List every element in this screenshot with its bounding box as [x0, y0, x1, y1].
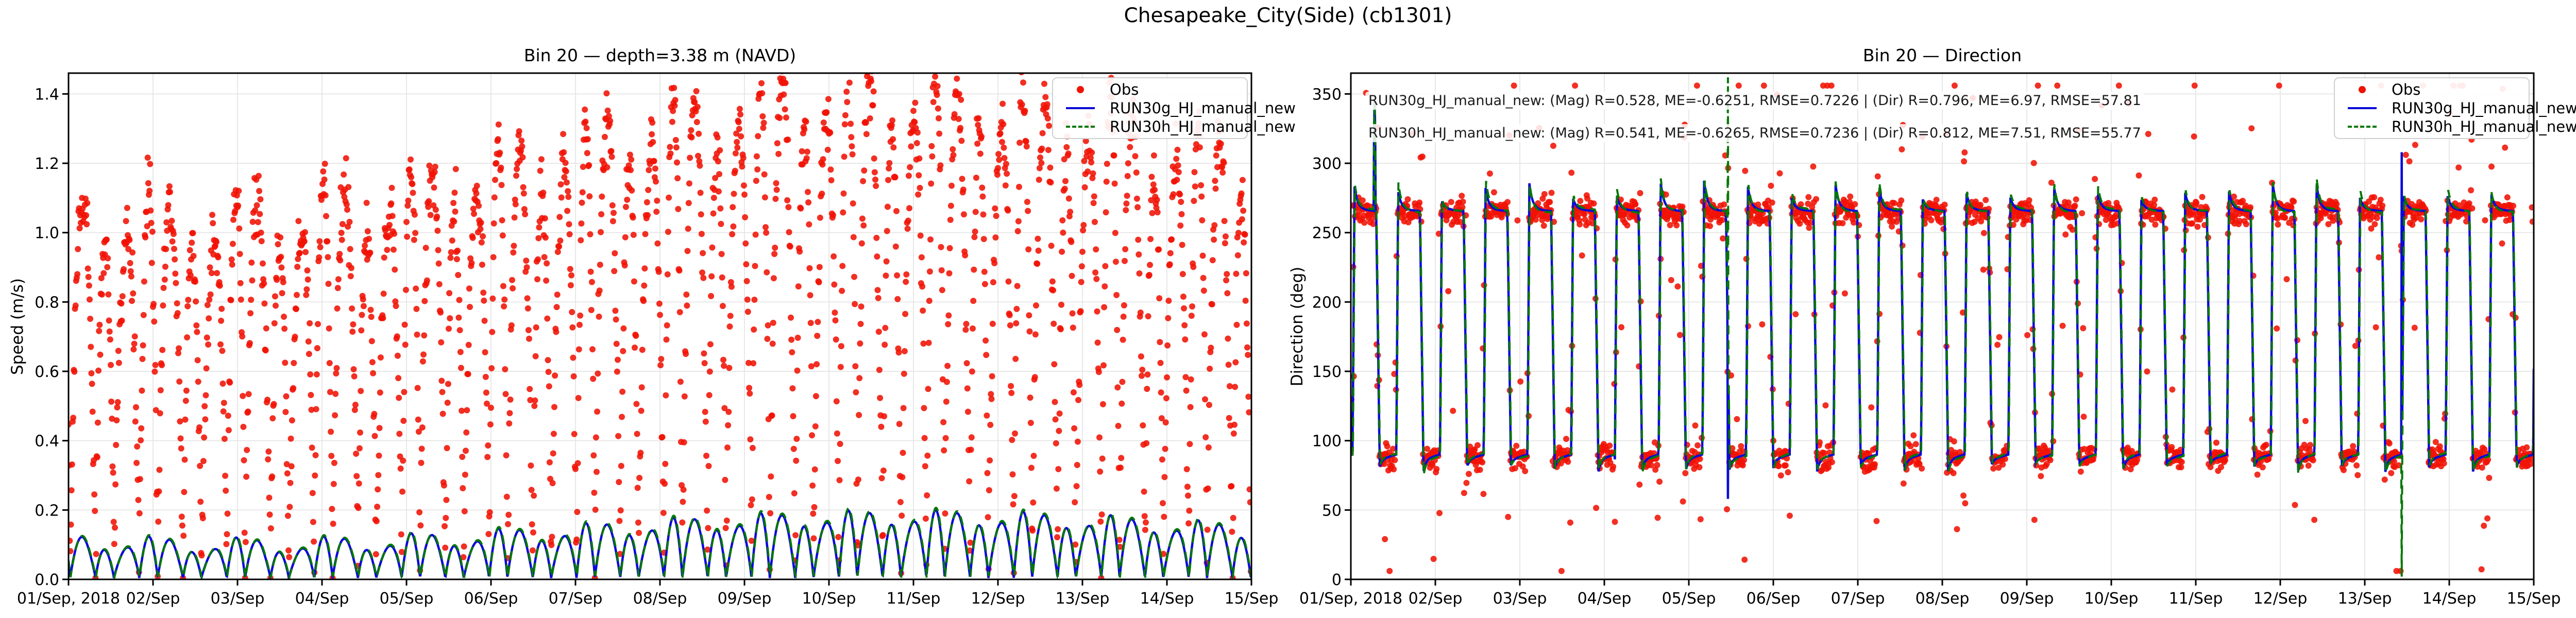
y-tick-label: 0.0 — [35, 571, 59, 589]
x-tick-label: 02/Sep — [1409, 590, 1463, 608]
speed-run30h-line — [69, 506, 1251, 579]
x-tick-label: 08/Sep — [633, 590, 687, 608]
x-tick-label: 09/Sep — [718, 590, 772, 608]
legend-label-run30g: RUN30g_HJ_manual_new — [2392, 99, 2576, 117]
solid-line-icon — [2348, 107, 2377, 109]
y-tick-label: 0 — [1332, 571, 1342, 589]
legend-item-obs: Obs — [2339, 80, 2524, 99]
direction-plot: 01/Sep, 2018 02/Sep 03/Sep 04/Sep 05/Sep 06/S… — [1299, 72, 2561, 608]
speed-plot-title: Bin 20 — depth=3.38 m (NAVD) — [523, 45, 796, 65]
x-tick-label: 12/Sep — [2253, 590, 2308, 608]
speed-tick-labels: 01/Sep, 2018 02/Sep 03/Sep 04/Sep 05/Sep 06/S… — [17, 85, 1279, 608]
x-tick-label: 01/Sep, 2018 — [17, 590, 120, 608]
legend-item-run30g: RUN30g_HJ_manual_new — [2339, 99, 2576, 117]
x-tick-label: 14/Sep — [2422, 590, 2477, 608]
y-tick-label: 1.4 — [35, 85, 59, 104]
y-tick-label: 0.6 — [35, 363, 59, 381]
x-tick-label: 09/Sep — [2000, 590, 2054, 608]
x-tick-label: 06/Sep — [1747, 590, 1801, 608]
speed-data — [69, 73, 1251, 579]
x-tick-label: 10/Sep — [2084, 590, 2139, 608]
dashed-line-icon — [1066, 126, 1095, 128]
y-tick-label: 100 — [1312, 433, 1342, 451]
legend-label-run30h: RUN30h_HJ_manual_new — [2392, 118, 2576, 135]
x-tick-label: 04/Sep — [1578, 590, 1632, 608]
x-tick-label: 15/Sep — [2507, 590, 2561, 608]
direction-y-axis-label: Direction (deg) — [1288, 266, 1307, 387]
y-tick-label: 350 — [1312, 85, 1342, 104]
x-tick-label: 11/Sep — [2169, 590, 2223, 608]
x-tick-label: 02/Sep — [126, 590, 180, 608]
y-tick-label: 300 — [1312, 155, 1342, 173]
direction-run30h-line — [1351, 77, 2534, 577]
x-tick-label: 01/Sep, 2018 — [1299, 590, 1402, 608]
x-tick-label: 03/Sep — [211, 590, 265, 608]
speed-legend: Obs RUN30g_HJ_manual_new RUN30h_HJ_manua… — [1052, 77, 1296, 139]
legend-item-run30h: RUN30h_HJ_manual_new — [2339, 117, 2576, 136]
x-tick-label: 13/Sep — [2338, 590, 2392, 608]
direction-data — [1351, 77, 2534, 577]
y-tick-label: 0.8 — [35, 294, 59, 312]
direction-obs-scatter — [1351, 82, 2534, 574]
legend-marker-cell — [2339, 107, 2385, 109]
speed-plot: 01/Sep, 2018 02/Sep 03/Sep 04/Sep 05/Sep 06/S… — [17, 72, 1279, 608]
legend-marker-cell — [2339, 126, 2385, 128]
obs-dot-icon — [1077, 86, 1084, 93]
legend-marker-cell — [1057, 126, 1104, 128]
x-tick-label: 13/Sep — [1056, 590, 1110, 608]
y-tick-label: 250 — [1312, 225, 1342, 243]
y-tick-label: 0.4 — [35, 433, 59, 451]
dashed-line-icon — [2348, 126, 2377, 128]
stats-annotation-run30g: RUN30g_HJ_manual_new: (Mag) R=0.528, ME=… — [1365, 92, 2144, 110]
legend-label-obs: Obs — [2392, 81, 2421, 98]
x-tick-label: 11/Sep — [887, 590, 941, 608]
x-tick-label: 06/Sep — [464, 590, 518, 608]
obs-dot-icon — [2359, 86, 2366, 93]
speed-ticks — [62, 93, 1252, 586]
y-tick-label: 1.2 — [35, 155, 59, 173]
x-tick-label: 07/Sep — [549, 590, 603, 608]
direction-axes-frame — [1350, 72, 2535, 580]
y-tick-label: 50 — [1322, 502, 1342, 520]
x-tick-label: 05/Sep — [380, 590, 434, 608]
legend-marker-cell — [1057, 107, 1104, 109]
stats-annotation-run30h: RUN30h_HJ_manual_new: (Mag) R=0.541, ME=… — [1365, 124, 2144, 142]
x-tick-label: 07/Sep — [1831, 590, 1885, 608]
speed-obs-scatter — [69, 73, 1251, 579]
legend-item-run30g: RUN30g_HJ_manual_new — [1057, 99, 1296, 117]
direction-ticks — [1345, 93, 2535, 586]
x-tick-label: 04/Sep — [295, 590, 349, 608]
y-tick-label: 0.2 — [35, 502, 59, 520]
x-tick-label: 10/Sep — [802, 590, 856, 608]
direction-plot-title: Bin 20 — Direction — [1862, 45, 2022, 65]
legend-label-run30g: RUN30g_HJ_manual_new — [1110, 99, 1296, 117]
legend-item-run30h: RUN30h_HJ_manual_new — [1057, 117, 1296, 136]
y-tick-label: 1.0 — [35, 225, 59, 243]
solid-line-icon — [1066, 107, 1095, 109]
direction-legend: Obs RUN30g_HJ_manual_new RUN30h_HJ_manua… — [2334, 77, 2576, 139]
x-tick-label: 14/Sep — [1140, 590, 1194, 608]
speed-axes-frame — [67, 72, 1252, 580]
speed-y-axis-label: Speed (m/s) — [8, 278, 27, 375]
x-tick-label: 08/Sep — [1916, 590, 1970, 608]
legend-marker-cell — [2339, 86, 2385, 93]
x-tick-label: 03/Sep — [1493, 590, 1547, 608]
x-tick-label: 15/Sep — [1225, 590, 1279, 608]
direction-grid — [1351, 73, 2534, 579]
legend-label-run30h: RUN30h_HJ_manual_new — [1110, 118, 1296, 135]
figure-title: Chesapeake_City(Side) (cb1301) — [1124, 4, 1452, 27]
legend-marker-cell — [1057, 86, 1104, 93]
y-tick-label: 150 — [1312, 363, 1342, 381]
x-tick-label: 05/Sep — [1662, 590, 1716, 608]
legend-label-obs: Obs — [1110, 81, 1139, 98]
x-tick-label: 12/Sep — [971, 590, 1025, 608]
direction-tick-labels: 01/Sep, 2018 02/Sep 03/Sep 04/Sep 05/Sep 06/S… — [1299, 85, 2561, 608]
legend-item-obs: Obs — [1057, 80, 1243, 99]
y-tick-label: 200 — [1312, 294, 1342, 312]
